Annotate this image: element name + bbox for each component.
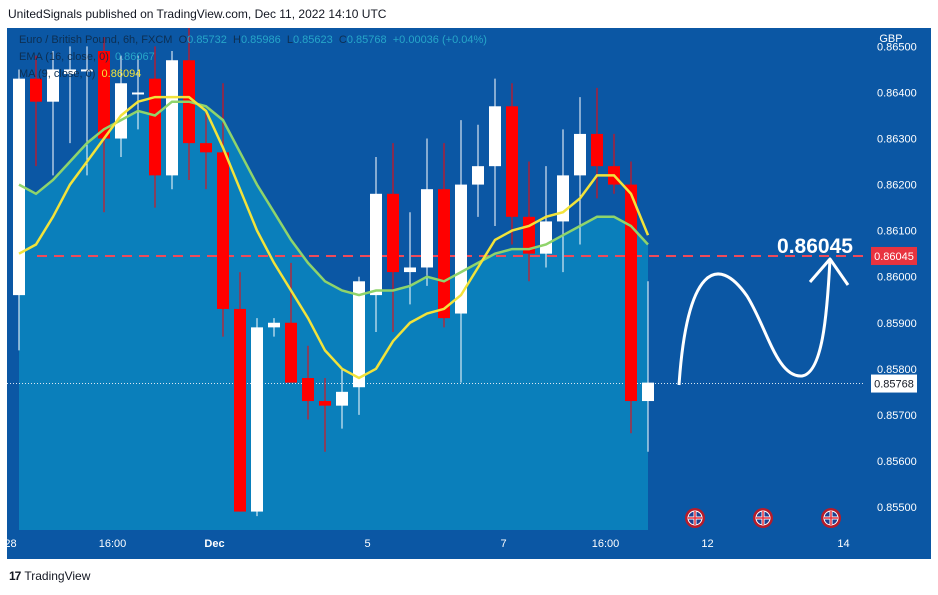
legend-ma-value: 0.86094 [101, 68, 142, 80]
candle-body [591, 133, 603, 167]
candle-body [81, 69, 93, 72]
x-tick-label: 28 [7, 538, 17, 550]
candle-body [642, 382, 654, 402]
legend-ema-value: 0.86067 [115, 51, 155, 63]
publish-header: UnitedSignals published on TradingView.c… [8, 7, 387, 21]
x-tick-label: 14 [837, 538, 849, 550]
ma-line [18, 95, 650, 380]
x-tick-label: 5 [364, 538, 370, 550]
candle-body [353, 281, 365, 388]
candle-body [132, 92, 144, 95]
y-tick-label: 0.86200 [877, 180, 917, 192]
legend-ema-label: EMA (16, close, 0) [19, 51, 109, 63]
candle-body [302, 378, 314, 402]
legend-close: 0.85768 [346, 34, 387, 46]
target-price-tag [871, 246, 917, 265]
candle-body [336, 391, 348, 406]
legend-ma: MA (9, close, 0) 0.86094 [19, 68, 141, 80]
x-tick-label: 16:00 [592, 538, 620, 550]
projection-curve [677, 258, 832, 386]
candle-body [438, 189, 450, 319]
candle-body [251, 327, 263, 512]
y-tick-label: 0.85700 [877, 410, 917, 422]
chart-frame: 0.86045 GBP 0.86500 0.86400 0.86300 0.86200 0.… [7, 28, 931, 559]
candle-body [30, 78, 42, 102]
projection-arrowhead [808, 257, 850, 286]
y-tick-label: 0.86000 [877, 272, 917, 284]
y-tick-label: 0.86500 [877, 41, 917, 53]
candle-body [404, 267, 416, 273]
ema-line [18, 100, 649, 297]
tradingview-brand: TradingView [24, 569, 91, 583]
candle-body [421, 189, 433, 268]
candle-body [540, 221, 552, 254]
x-tick-label: 12 [701, 538, 713, 550]
candle-body [472, 166, 484, 185]
last-price-tag [871, 374, 917, 393]
y-tick-label: 0.85500 [877, 502, 917, 514]
legend-low: 0.85623 [293, 34, 333, 46]
y-tick-label: 0.86100 [877, 226, 917, 238]
candle-body [489, 106, 501, 167]
y-tick-label: 0.85600 [877, 456, 917, 468]
y-tick-label: 0.85800 [877, 364, 917, 376]
candle-body [319, 401, 331, 406]
candle-body [64, 69, 76, 75]
candle-body [387, 193, 399, 273]
target-price-tag-label: 0.86045 [874, 251, 914, 263]
tradingview-logo-icon: 17 [9, 569, 21, 583]
candle-body [268, 322, 280, 328]
candle-body [574, 133, 586, 176]
last-price-tag-label: 0.85768 [874, 379, 914, 391]
x-tick-label: 7 [500, 538, 506, 550]
tradingview-logo[interactable]: 17 TradingView [9, 569, 90, 583]
legend-high: 0.85986 [240, 34, 281, 46]
x-tick-label: Dec [204, 538, 224, 550]
legend-symbol: Euro / British Pound, 6h, FXCM [19, 34, 173, 46]
candle-body [285, 322, 297, 383]
candle-body [98, 51, 110, 139]
candle-body [455, 184, 467, 314]
price-scale [863, 28, 931, 559]
legend-ma-label: MA (9, close, 0) [19, 68, 96, 80]
candle-body [166, 60, 178, 176]
legend-ohlc: Euro / British Pound, 6h, FXCM O0.85732 … [19, 34, 487, 46]
candle-body [115, 83, 127, 139]
candle-body [217, 152, 229, 309]
candle-body [149, 78, 161, 176]
legend-open: 0.85732 [187, 34, 227, 46]
candle-body [13, 78, 25, 296]
y-tick-label: 0.86400 [877, 87, 917, 99]
candle-body [370, 193, 382, 296]
time-axis [7, 530, 931, 559]
candle-body [47, 69, 59, 102]
y-tick-label: 0.86300 [877, 134, 917, 146]
ema-area [19, 101, 648, 530]
legend-change: +0.00036 (+0.04%) [392, 34, 487, 46]
x-tick-label: 16:00 [99, 538, 127, 550]
candle-body [625, 184, 637, 402]
currency-label: GBP [879, 33, 902, 45]
target-price-label: 0.86045 [777, 235, 853, 258]
candle-body [200, 143, 212, 153]
candle-body [234, 308, 246, 512]
y-tick-label: 0.85900 [877, 318, 917, 330]
candle-body [506, 106, 518, 217]
legend-ema: EMA (16, close, 0) 0.86067 [19, 51, 155, 63]
